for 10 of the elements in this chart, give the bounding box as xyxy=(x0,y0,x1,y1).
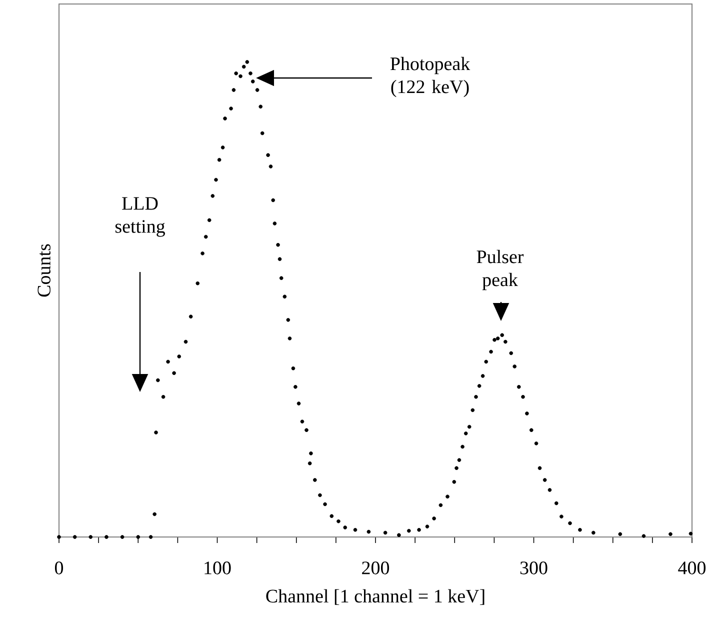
y-axis-title: Counts xyxy=(38,244,50,297)
x-tick-label: 0 xyxy=(54,562,64,574)
x-tick-label: 100 xyxy=(204,562,231,574)
annotation: Pulser peak xyxy=(476,250,524,290)
x-tick-label: 300 xyxy=(520,562,548,574)
x-tick-label: 200 xyxy=(362,562,390,574)
annotation: Photopeak (122 keV) xyxy=(390,56,470,98)
x-axis-title: Channel [1 channel = 1 keV] xyxy=(266,589,484,605)
x-tick-label: 400 xyxy=(678,562,706,574)
annotation: LLD setting xyxy=(115,197,165,237)
